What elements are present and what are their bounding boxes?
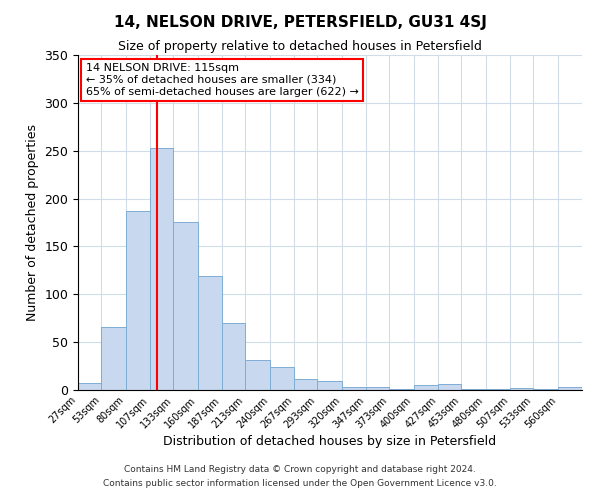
Bar <box>126 211 150 390</box>
Bar <box>245 360 270 390</box>
Bar <box>173 222 198 390</box>
Y-axis label: Number of detached properties: Number of detached properties <box>26 124 39 321</box>
Bar <box>414 385 438 390</box>
Bar <box>198 276 222 390</box>
Bar <box>270 367 294 390</box>
Bar <box>438 384 461 390</box>
Bar <box>101 327 126 390</box>
Bar <box>150 148 173 390</box>
Bar <box>486 389 510 390</box>
Bar <box>78 384 101 390</box>
Bar <box>533 389 558 390</box>
Text: 14 NELSON DRIVE: 115sqm
← 35% of detached houses are smaller (334)
65% of semi-d: 14 NELSON DRIVE: 115sqm ← 35% of detache… <box>86 64 358 96</box>
Bar <box>222 323 245 390</box>
Bar <box>294 380 317 390</box>
Bar <box>366 387 389 390</box>
Bar <box>317 382 342 390</box>
X-axis label: Distribution of detached houses by size in Petersfield: Distribution of detached houses by size … <box>163 436 497 448</box>
Bar <box>510 388 533 390</box>
Bar <box>461 389 486 390</box>
Text: Contains HM Land Registry data © Crown copyright and database right 2024.
Contai: Contains HM Land Registry data © Crown c… <box>103 466 497 487</box>
Text: 14, NELSON DRIVE, PETERSFIELD, GU31 4SJ: 14, NELSON DRIVE, PETERSFIELD, GU31 4SJ <box>113 15 487 30</box>
Text: Size of property relative to detached houses in Petersfield: Size of property relative to detached ho… <box>118 40 482 53</box>
Bar <box>558 387 582 390</box>
Bar <box>389 389 414 390</box>
Bar <box>342 387 366 390</box>
